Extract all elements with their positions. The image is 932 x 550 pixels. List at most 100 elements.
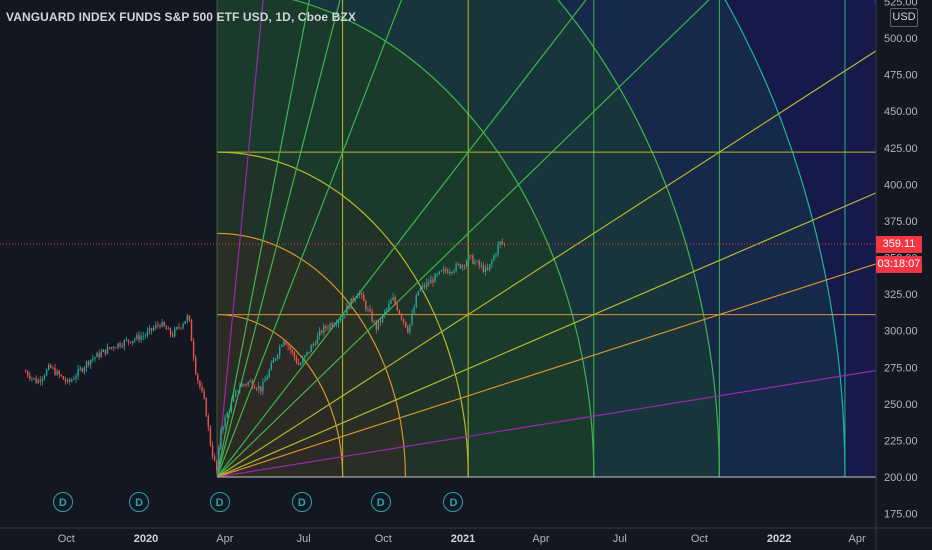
- candle-body: [201, 387, 203, 392]
- candle-body: [325, 326, 327, 329]
- candle-body: [96, 352, 98, 358]
- candle-body: [222, 426, 224, 431]
- candle-body: [329, 323, 331, 329]
- price-axis: [876, 0, 932, 550]
- candle-body: [478, 260, 480, 266]
- candle-body: [493, 255, 495, 261]
- candle-body: [421, 285, 424, 289]
- dividend-marker[interactable]: D: [370, 492, 391, 512]
- candle-body: [375, 321, 378, 330]
- candle-body: [367, 308, 369, 310]
- candle-body: [472, 255, 474, 264]
- candle-body: [266, 377, 268, 381]
- candle-body: [52, 367, 54, 369]
- candle-body: [176, 327, 178, 329]
- bar-countdown-tag: 03:18:07: [876, 256, 922, 273]
- candle-body: [388, 303, 390, 309]
- candle-body: [77, 369, 79, 377]
- candle-body: [365, 301, 367, 310]
- time-tick-label: Apr: [216, 533, 233, 545]
- candle-body: [470, 255, 472, 256]
- time-tick-label: Apr: [532, 533, 549, 545]
- candle-body: [157, 324, 159, 326]
- price-tick-label: 425.00: [884, 143, 918, 155]
- candle-body: [272, 360, 275, 363]
- candle-body: [75, 376, 77, 379]
- candle-body: [35, 378, 37, 384]
- candle-body: [337, 320, 340, 324]
- candle-body: [136, 334, 138, 339]
- candle-body: [260, 386, 262, 392]
- candle-body: [384, 311, 386, 315]
- candle-body: [409, 324, 411, 333]
- candle-body: [213, 456, 216, 461]
- candle-body: [237, 390, 239, 392]
- candle-body: [369, 308, 371, 312]
- candle-body: [436, 273, 438, 275]
- dividend-marker[interactable]: D: [129, 492, 150, 512]
- candle-body: [440, 270, 443, 272]
- candle-body: [308, 351, 310, 353]
- dividend-marker[interactable]: D: [209, 492, 230, 512]
- candle-body: [207, 416, 210, 427]
- candle-body: [119, 343, 121, 347]
- candle-body: [344, 314, 346, 316]
- candle-body: [457, 264, 459, 265]
- candle-body: [226, 413, 228, 418]
- candle-body: [304, 355, 306, 359]
- time-tick-label: Oct: [691, 533, 708, 545]
- candle-body: [31, 378, 33, 379]
- candle-body: [447, 271, 449, 274]
- candle-body: [468, 255, 470, 262]
- candle-body: [480, 265, 483, 267]
- candle-body: [255, 388, 258, 390]
- candle-body: [434, 274, 436, 283]
- candle-body: [419, 288, 422, 292]
- candle-body: [333, 324, 336, 327]
- dividend-marker[interactable]: D: [52, 492, 73, 512]
- candle-body: [415, 295, 417, 308]
- candle-body: [432, 279, 434, 283]
- candle-body: [37, 379, 39, 384]
- candle-body: [111, 347, 113, 349]
- candle-body: [438, 271, 441, 274]
- candle-body: [81, 368, 84, 372]
- candle-body: [281, 345, 283, 347]
- candle-body: [115, 347, 117, 349]
- candle-body: [358, 293, 361, 296]
- price-tick-label: 375.00: [884, 216, 918, 228]
- candle-body: [106, 347, 109, 354]
- candle-body: [442, 269, 445, 271]
- candle-body: [465, 261, 468, 266]
- candle-body: [39, 379, 42, 382]
- candle-body: [174, 328, 176, 337]
- candle-body: [218, 447, 220, 471]
- dividend-marker[interactable]: D: [443, 492, 464, 512]
- currency-selector[interactable]: USD: [890, 8, 918, 27]
- candle-body: [182, 324, 184, 328]
- price-tick-label: 500.00: [884, 33, 918, 45]
- candle-body: [169, 328, 172, 335]
- candle-body: [178, 327, 180, 328]
- candle-body: [228, 411, 231, 414]
- last-price-tag: 359.11: [876, 236, 922, 253]
- candle-body: [398, 310, 401, 314]
- candle-body: [29, 375, 31, 379]
- dividend-marker[interactable]: D: [291, 492, 312, 512]
- candle-body: [352, 298, 354, 301]
- candle-body: [117, 343, 119, 348]
- candle-body: [24, 371, 27, 373]
- candle-body: [163, 321, 165, 327]
- time-tick-label: 2020: [134, 533, 158, 545]
- candle-body: [69, 379, 71, 382]
- fan-ray: [217, 192, 876, 477]
- fan-ray: [217, 50, 876, 477]
- candle-body: [476, 260, 478, 262]
- fan-ray: [217, 263, 876, 477]
- price-tick-label: 225.00: [884, 435, 918, 447]
- candle-body: [390, 300, 392, 304]
- candle-body: [463, 265, 466, 267]
- candle-body: [428, 282, 430, 284]
